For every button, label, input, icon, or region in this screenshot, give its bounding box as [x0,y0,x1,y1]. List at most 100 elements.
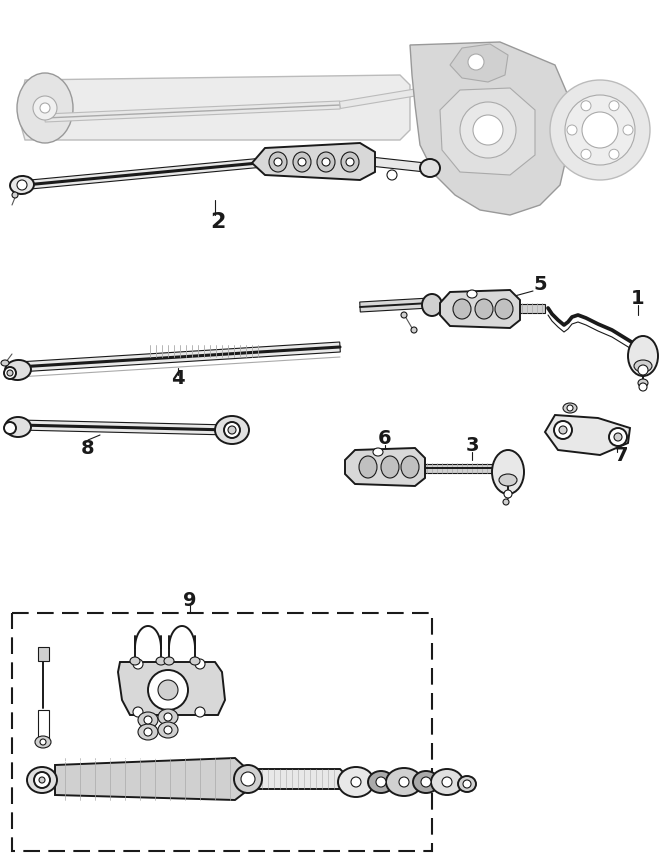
Circle shape [468,54,484,70]
Circle shape [7,370,13,376]
Ellipse shape [453,299,471,319]
Circle shape [164,726,172,734]
Circle shape [554,421,572,439]
Circle shape [550,80,650,180]
Ellipse shape [359,456,377,478]
Polygon shape [360,298,430,312]
Polygon shape [345,448,425,486]
Circle shape [387,170,397,180]
Circle shape [40,739,46,745]
Circle shape [639,383,647,391]
Text: 1: 1 [631,289,645,307]
Circle shape [144,716,152,724]
Ellipse shape [431,769,463,795]
Polygon shape [18,420,230,435]
Circle shape [195,659,205,669]
Ellipse shape [190,657,200,665]
Circle shape [565,95,635,165]
Text: 7: 7 [616,445,629,465]
Polygon shape [45,101,340,122]
Polygon shape [55,758,248,800]
Circle shape [298,158,306,166]
Text: 9: 9 [183,591,197,610]
Polygon shape [252,143,375,180]
Circle shape [133,659,143,669]
Ellipse shape [381,456,399,478]
Ellipse shape [628,336,658,376]
Circle shape [17,180,27,190]
Circle shape [503,499,509,505]
Ellipse shape [413,771,439,793]
Ellipse shape [467,290,477,298]
Polygon shape [425,464,500,472]
Text: 8: 8 [81,439,95,458]
Ellipse shape [10,176,34,194]
Ellipse shape [368,771,394,793]
Polygon shape [374,157,430,172]
Ellipse shape [293,152,311,172]
Circle shape [228,426,236,434]
Circle shape [609,100,619,111]
Polygon shape [339,86,430,108]
Circle shape [442,777,452,787]
Circle shape [195,707,205,717]
Circle shape [463,780,471,788]
Ellipse shape [341,152,359,172]
Text: 3: 3 [465,435,478,454]
Ellipse shape [563,403,577,413]
Circle shape [473,115,503,145]
Ellipse shape [495,299,513,319]
Circle shape [40,103,50,113]
Polygon shape [520,304,545,312]
Polygon shape [118,662,225,715]
Ellipse shape [1,360,9,366]
Polygon shape [440,290,520,328]
Circle shape [421,777,431,787]
Circle shape [567,125,577,135]
Circle shape [346,158,354,166]
Circle shape [274,158,282,166]
Ellipse shape [138,712,158,728]
Circle shape [567,405,573,411]
Circle shape [12,192,18,198]
Polygon shape [18,342,340,372]
Ellipse shape [458,776,476,792]
Polygon shape [18,75,410,140]
Ellipse shape [130,657,140,665]
Text: 6: 6 [378,428,392,447]
Circle shape [614,433,622,441]
Circle shape [504,490,512,498]
Circle shape [241,772,255,786]
Ellipse shape [420,159,440,177]
Circle shape [559,426,567,434]
Circle shape [581,100,591,111]
Ellipse shape [492,450,524,494]
Circle shape [351,777,361,787]
Ellipse shape [638,379,648,387]
Ellipse shape [373,448,383,456]
Text: 5: 5 [533,274,547,293]
Circle shape [4,367,16,379]
Polygon shape [24,156,291,189]
Polygon shape [440,88,535,175]
Circle shape [581,150,591,159]
Ellipse shape [5,360,31,380]
Ellipse shape [499,474,517,486]
Ellipse shape [234,765,262,793]
Ellipse shape [164,657,174,665]
Circle shape [582,112,618,148]
Ellipse shape [422,294,442,316]
Ellipse shape [475,299,493,319]
Bar [38,710,49,738]
Ellipse shape [138,724,158,740]
Circle shape [144,728,152,736]
Ellipse shape [317,152,335,172]
Ellipse shape [27,767,57,793]
Polygon shape [450,44,508,82]
Circle shape [224,422,240,438]
Ellipse shape [634,360,652,372]
Ellipse shape [158,722,178,738]
Circle shape [164,713,172,721]
Text: 2: 2 [210,212,225,232]
Bar [38,647,49,661]
